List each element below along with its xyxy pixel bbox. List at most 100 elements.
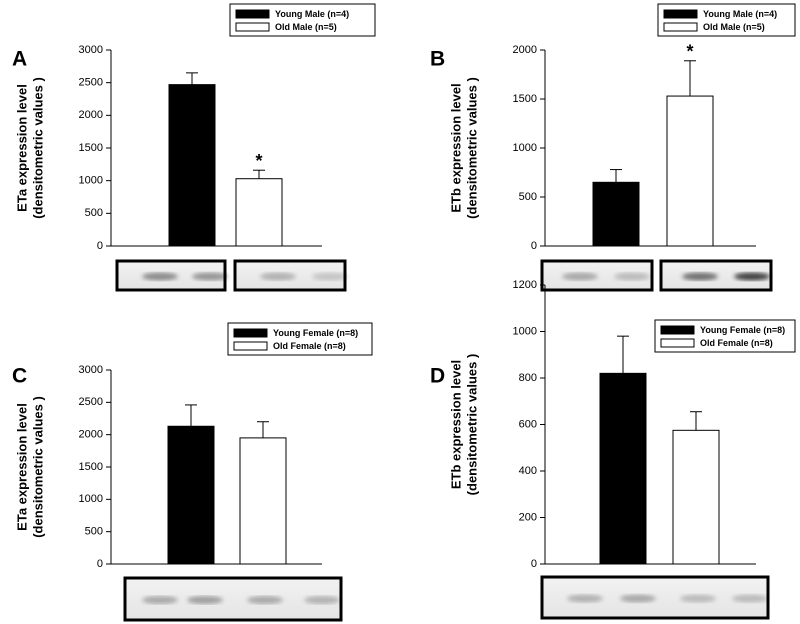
blot-frame [659,259,773,292]
y-tick-label: 600 [519,418,537,430]
y-axis-label: (densitometric values ) [30,77,45,219]
bar [168,84,216,247]
y-tick-label: 0 [531,240,537,252]
y-axis-label: (densitometric values ) [464,77,479,219]
legend-label: Old Female (n=8) [273,341,346,351]
blot-image [659,259,773,292]
y-axis-label: ETa expression level [14,84,29,212]
blot-band [620,594,656,603]
y-tick-label: 500 [519,191,537,203]
legend-label: Old Female (n=8) [700,338,773,348]
legend-swatch [235,9,270,19]
y-tick-label: 800 [519,372,537,384]
blot-image [233,259,348,292]
y-tick-label: 400 [519,465,537,477]
error-bar [684,60,696,97]
y-tick-label: 1000 [513,325,537,337]
blot-band [312,272,348,281]
y-tick-label: 2000 [79,109,103,121]
panel-label: C [12,365,27,388]
y-tick-label: 2500 [79,396,103,408]
y-tick-label: 500 [85,526,103,538]
y-tick-label: 3000 [79,364,103,376]
blot-frame [115,259,227,292]
significance-marker: * [686,42,693,62]
blot-band [192,272,228,281]
blot-image [123,576,343,622]
y-axis-label: ETa expression level [14,403,29,531]
y-tick-label: 200 [519,511,537,523]
legend-label: Young Male (n=4) [275,9,349,19]
chart-panel: D ETb expression level (densitometric valu… [430,279,796,620]
blot-image [115,259,228,292]
chart-panel: C ETa expression level (densitometric valu… [12,322,373,622]
y-tick-label: 0 [97,240,103,252]
blot-frame [540,575,770,620]
chart-panel: A ETa expression level (densitometric valu… [12,3,376,292]
legend: Young Male (n=4) Old Male (n=5) [657,3,796,37]
legend-label: Young Male (n=4) [703,9,777,19]
y-tick-label: 2500 [79,77,103,89]
error-bar [617,335,629,374]
y-tick-label: 1500 [79,142,103,154]
legend-swatch [233,328,268,338]
y-tick-label: 2000 [79,429,103,441]
legend-label: Old Male (n=5) [703,22,765,32]
y-axis-label: (densitometric values ) [30,396,45,538]
legend-label: Young Female (n=8) [273,328,358,338]
blot-band [304,596,340,604]
panel-label: D [430,365,445,388]
bar [592,181,640,247]
bar [235,178,283,247]
y-tick-label: 1000 [79,175,103,187]
blot-band [142,596,178,604]
bar [599,372,647,565]
y-tick-label: 0 [97,558,103,570]
legend-label: Old Male (n=5) [275,22,337,32]
legend-swatch [660,325,695,335]
error-bar [186,72,198,85]
bar [672,429,720,565]
bar [167,425,215,565]
blot-band [247,596,283,604]
bar [239,437,287,565]
y-tick-label: 500 [85,207,103,219]
y-tick-label: 1000 [79,493,103,505]
error-bar [185,404,197,427]
error-bar [610,169,622,183]
y-tick-label: 0 [531,558,537,570]
blot-band [734,272,770,281]
blot-band [680,594,716,603]
y-tick-label: 1000 [513,142,537,154]
y-tick-label: 1500 [79,461,103,473]
y-axis-label: (densitometric values ) [464,354,479,496]
y-axis-label: ETb expression level [448,83,463,212]
blot-band [142,272,178,281]
legend-swatch [660,338,695,348]
legend-swatch [663,22,698,32]
blot-band [187,596,223,604]
blot-band [562,272,598,281]
significance-marker: * [255,151,262,171]
blot-band [732,594,768,603]
blot-band [682,272,718,281]
panel-label: B [430,48,445,71]
blot-band [567,594,603,603]
blot-frame [540,259,654,292]
y-tick-label: 2000 [513,44,537,56]
error-bar [690,411,702,431]
legend-swatch [233,341,268,351]
y-tick-label: 1200 [513,279,537,291]
blot-frame [123,576,343,622]
y-tick-label: 3000 [79,44,103,56]
blot-frame [233,259,347,292]
legend-label: Young Female (n=8) [700,325,785,335]
blot-image [540,575,770,620]
blot-band [614,272,650,281]
legend: Young Male (n=4) Old Male (n=5) [229,3,376,37]
legend-swatch [663,9,698,19]
legend: Young Female (n=8) Old Female (n=8) [227,322,373,356]
blot-image [540,259,654,292]
